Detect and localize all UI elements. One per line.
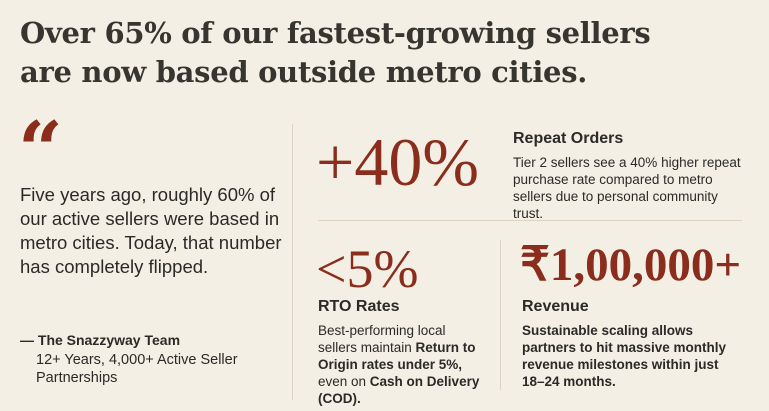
divider <box>318 220 742 221</box>
text: Sustainable scaling allows partners to h… <box>522 323 727 389</box>
quote-mark: “ <box>18 105 63 196</box>
headline-line: are now based outside metro cities. <box>20 55 588 89</box>
headline-line: Over 65% of our fastest-growing sellers <box>20 16 651 50</box>
stat-description: Sustainable scaling allows partners to h… <box>522 322 732 390</box>
headline: Over 65% of our fastest-growing sellers … <box>20 14 651 92</box>
stat-description: Tier 2 sellers see a 40% higher repeat p… <box>513 154 748 222</box>
divider <box>500 240 501 390</box>
stat-value: <5% <box>316 239 419 299</box>
text: Best-performing local sellers maintain <box>318 323 446 355</box>
quote-credentials: 12+ Years, 4,000+ Active Seller Partners… <box>36 352 238 386</box>
text: even on <box>318 374 370 389</box>
quote-text: Five years ago, roughly 60% of our activ… <box>20 184 282 277</box>
stat-value: +40% <box>316 124 479 200</box>
stat-description: Best-performing local sellers maintain R… <box>318 322 483 407</box>
stat-value: ₹1,00,000+ <box>520 239 742 291</box>
text: Tier 2 sellers see a 40% higher repeat p… <box>513 155 741 221</box>
stat-label: Repeat Orders <box>513 130 624 147</box>
text: Cash on Delivery (COD). <box>318 374 480 406</box>
divider <box>292 124 293 400</box>
stat-label: RTO Rates <box>318 298 400 315</box>
quote-author: — The Snazzyway Team <box>20 332 181 348</box>
stat-label: Revenue <box>522 298 589 315</box>
text: Return to Origin rates under 5%, <box>318 340 476 372</box>
